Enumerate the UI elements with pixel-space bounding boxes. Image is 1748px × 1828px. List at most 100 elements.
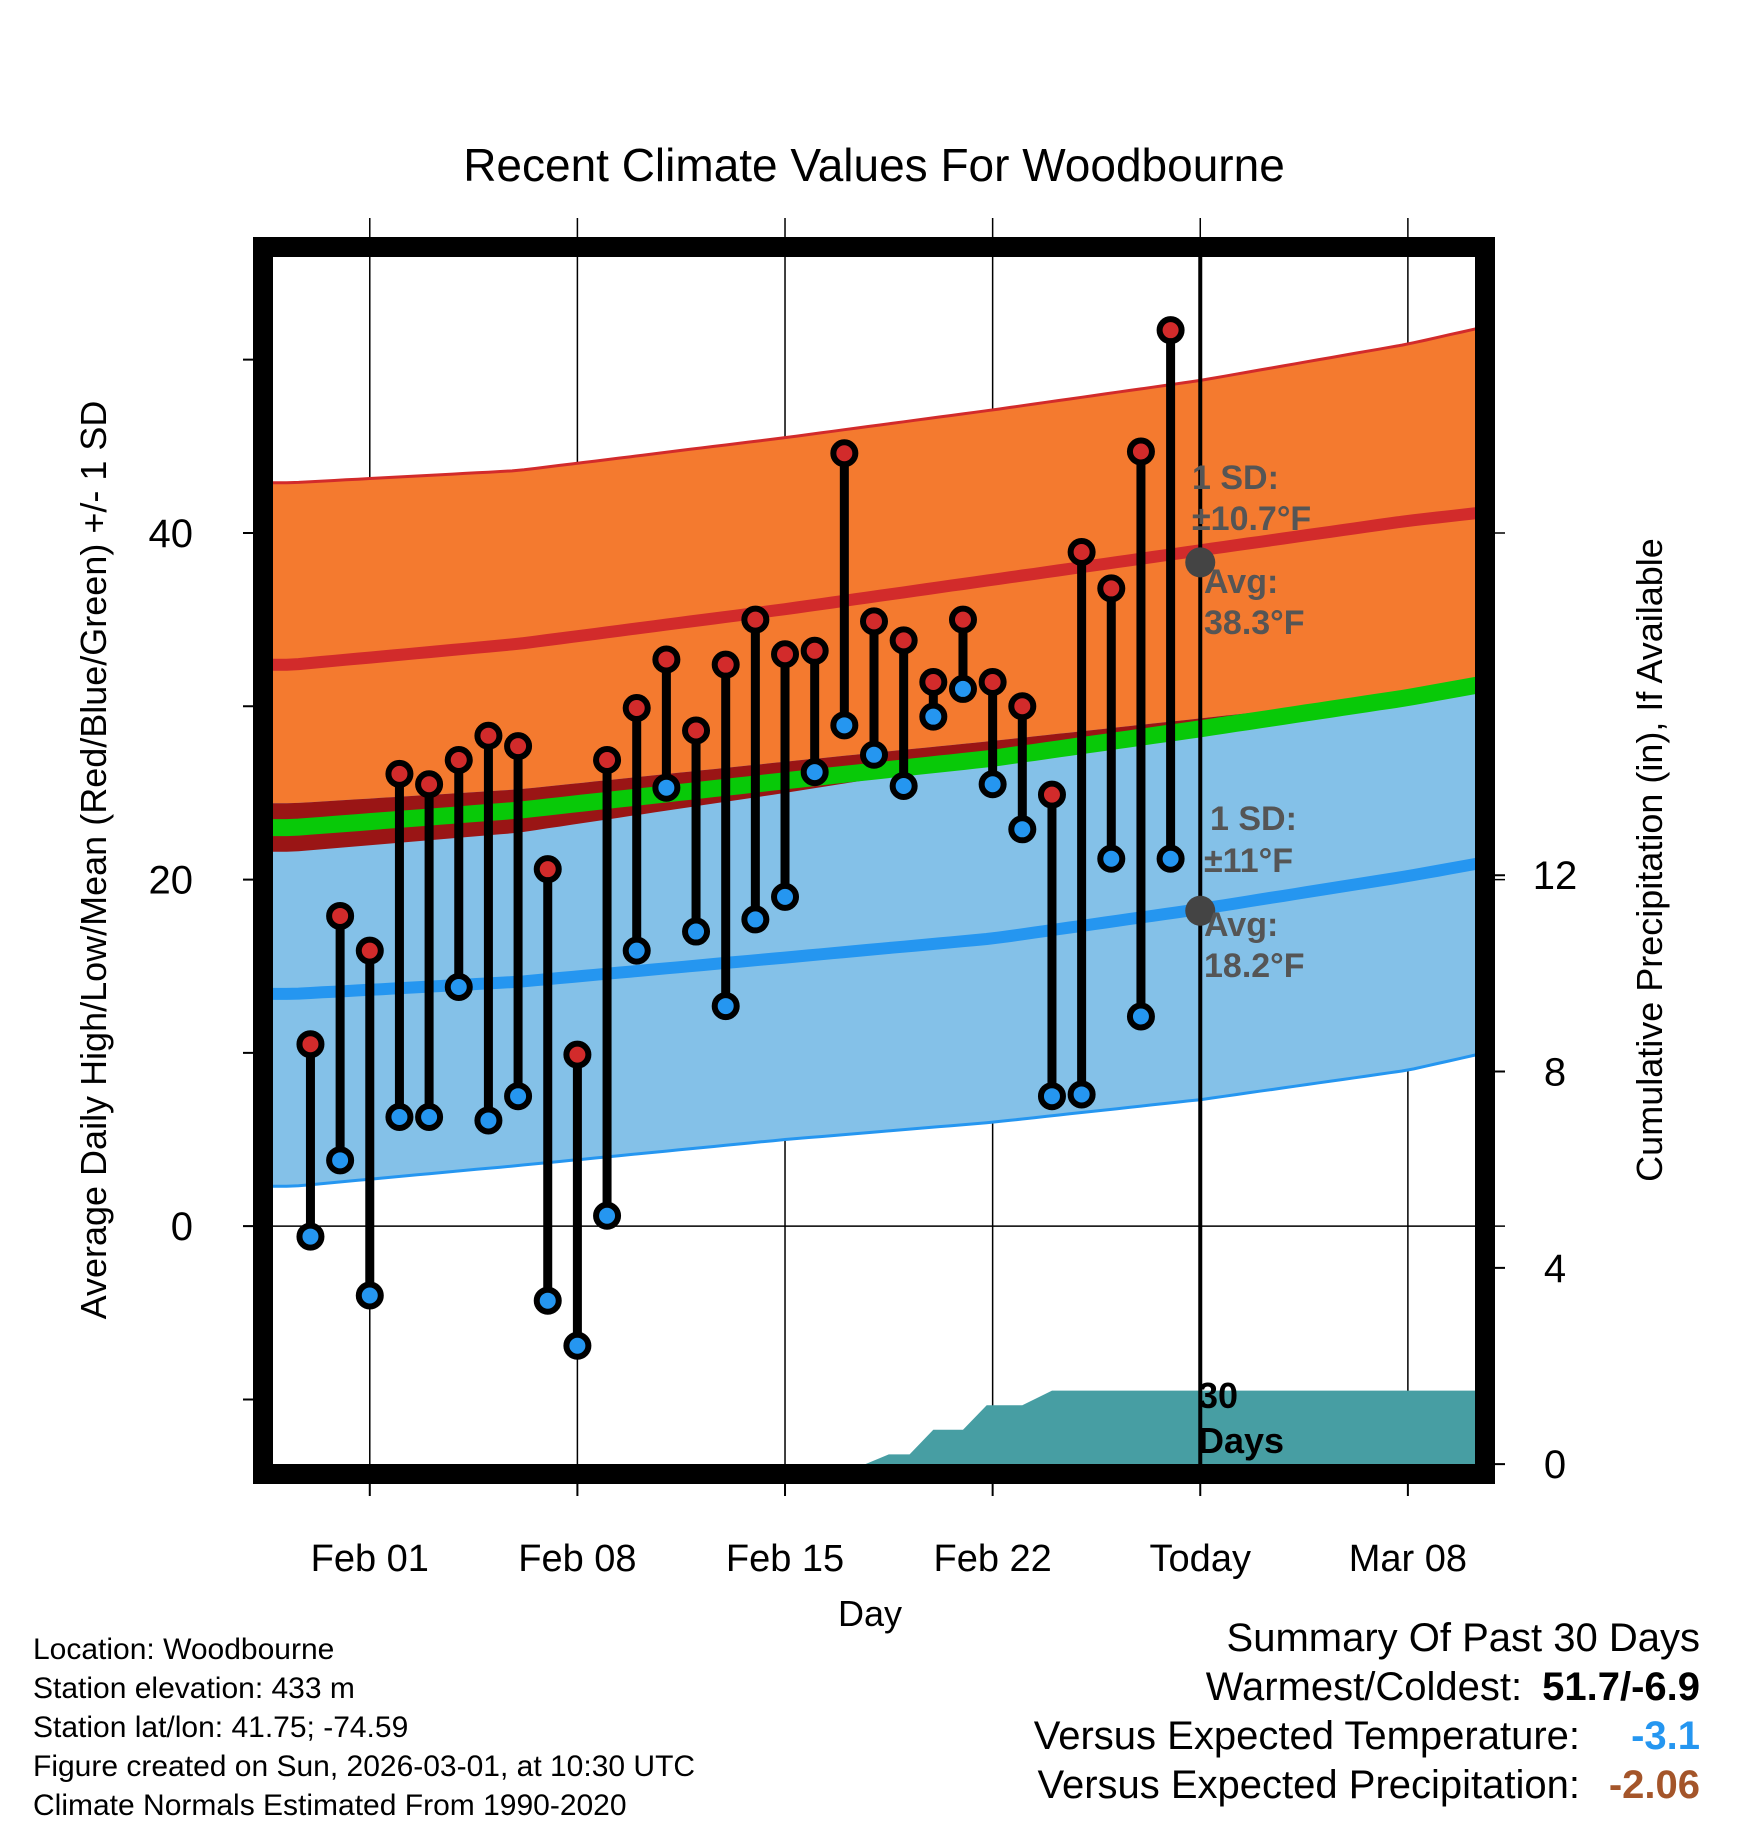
cumulative-precip-area bbox=[865, 1390, 1485, 1474]
daily-low-point bbox=[622, 936, 651, 965]
day-observation bbox=[504, 732, 533, 1111]
y2-tick-label: 0 bbox=[1544, 1443, 1566, 1487]
precip-window-label-line1: 30 bbox=[1198, 1375, 1238, 1416]
daily-low-point bbox=[1097, 844, 1126, 873]
y2-axis-label: Cumulative Precipitation (in), If Availa… bbox=[1629, 538, 1670, 1182]
daily-low-point bbox=[711, 992, 740, 1021]
daily-high-point bbox=[682, 716, 711, 745]
precip-anomaly-label: Versus Expected Precipitation: bbox=[1037, 1763, 1580, 1807]
daily-high-point bbox=[563, 1040, 592, 1069]
low-sd-value: ±11°F bbox=[1204, 842, 1293, 880]
daily-low-point bbox=[652, 773, 681, 802]
day-observation bbox=[1067, 538, 1096, 1109]
location-line: Location: Woodbourne bbox=[33, 1633, 335, 1666]
precip-anomaly-value: -2.06 bbox=[1608, 1763, 1700, 1807]
daily-high-point bbox=[741, 605, 770, 634]
day-observation bbox=[682, 716, 711, 946]
high-avg-value: 38.3°F bbox=[1204, 604, 1305, 642]
day-observation bbox=[800, 636, 829, 787]
daily-high-point bbox=[978, 667, 1007, 696]
daily-high-point bbox=[533, 855, 562, 884]
daily-low-point bbox=[593, 1201, 622, 1230]
day-observation bbox=[533, 855, 562, 1315]
daily-high-point bbox=[771, 640, 800, 669]
high-avg-label: Avg: bbox=[1204, 563, 1278, 601]
x-tick-label: Feb 22 bbox=[933, 1538, 1051, 1580]
high-sd-band bbox=[263, 326, 1485, 852]
day-observation bbox=[948, 605, 977, 703]
day-observation bbox=[563, 1040, 592, 1360]
daily-high-point bbox=[593, 745, 622, 774]
low-avg-dot bbox=[1185, 895, 1216, 926]
day-observation bbox=[622, 693, 651, 965]
daily-high-point bbox=[385, 759, 414, 788]
daily-low-point bbox=[682, 917, 711, 946]
daily-low-point bbox=[1037, 1082, 1066, 1111]
daily-high-point bbox=[326, 901, 355, 930]
daily-high-point bbox=[830, 439, 859, 468]
high-normal-line bbox=[263, 506, 1485, 671]
high-upper-line bbox=[263, 325, 1485, 485]
day-observation bbox=[919, 667, 948, 731]
x-tick-label: Feb 01 bbox=[311, 1538, 429, 1580]
daily-low-point bbox=[1008, 815, 1037, 844]
day-observation bbox=[593, 745, 622, 1230]
daily-high-point bbox=[444, 745, 473, 774]
chart-title: Recent Climate Values For Woodbourne bbox=[463, 139, 1285, 191]
daily-high-point bbox=[711, 650, 740, 679]
y-tick-label: 40 bbox=[149, 512, 194, 556]
day-observation bbox=[385, 759, 414, 1131]
day-observation bbox=[1156, 316, 1185, 873]
day-observation bbox=[889, 626, 918, 800]
daily-high-point bbox=[652, 645, 681, 674]
daily-low-point bbox=[474, 1106, 503, 1135]
x-axis-label: Day bbox=[838, 1593, 902, 1634]
daily-low-point bbox=[385, 1102, 414, 1131]
daily-low-point bbox=[919, 702, 948, 731]
daily-low-point bbox=[948, 674, 977, 703]
y2-tick-label: 12 bbox=[1533, 854, 1578, 898]
summary-precip: Versus Expected Precipitation: -2.06 bbox=[1034, 1761, 1700, 1810]
high-sd-label: 1 SD: bbox=[1192, 459, 1279, 497]
daily-high-point bbox=[622, 693, 651, 722]
warm-cold-value: 51.7/-6.9 bbox=[1542, 1665, 1700, 1709]
day-observation bbox=[711, 650, 740, 1021]
daily-high-point bbox=[1156, 316, 1185, 345]
daily-high-point bbox=[296, 1030, 325, 1059]
latlon-line: Station lat/lon: 41.75; -74.59 bbox=[33, 1711, 409, 1744]
daily-high-point bbox=[860, 607, 888, 636]
summary-warm-cold: Warmest/Coldest: 51.7/-6.9 bbox=[1034, 1663, 1700, 1712]
day-observation bbox=[1097, 574, 1126, 873]
normals-line: Climate Normals Estimated From 1990-2020 bbox=[33, 1789, 627, 1822]
daily-low-point bbox=[860, 740, 888, 769]
daily-low-point bbox=[771, 882, 800, 911]
daily-high-point bbox=[1126, 437, 1155, 466]
day-observation bbox=[741, 605, 770, 934]
temp-anomaly-value: -3.1 bbox=[1631, 1714, 1700, 1758]
high-annotation: 1 SD: ±10.7°F Avg: 38.3°F bbox=[1185, 459, 1311, 642]
daily-low-point bbox=[889, 771, 918, 800]
day-observation bbox=[1037, 780, 1066, 1111]
daily-low-point bbox=[1156, 844, 1185, 873]
daily-high-point bbox=[1067, 538, 1096, 567]
daily-low-point bbox=[830, 711, 859, 740]
day-observation bbox=[771, 640, 800, 911]
low-avg-value: 18.2°F bbox=[1204, 947, 1305, 985]
daily-low-point bbox=[741, 905, 770, 934]
daily-high-point bbox=[1097, 574, 1126, 603]
mean-normal-line bbox=[263, 675, 1485, 837]
x-tick-label: Mar 08 bbox=[1349, 1538, 1467, 1580]
axis-ticks: 0 20 40 0 4 8 12 Feb 01 Feb 08 Feb 15 Feb 22 Today M… bbox=[149, 358, 1578, 1580]
daily-low-point bbox=[355, 1281, 384, 1310]
daily-low-point bbox=[563, 1331, 592, 1360]
low-lower-line bbox=[263, 1051, 1485, 1188]
y-tick-label: 0 bbox=[171, 1205, 193, 1249]
day-observation bbox=[444, 745, 473, 1002]
daily-low-point bbox=[296, 1222, 325, 1251]
created-line: Figure created on Sun, 2026-03-01, at 10… bbox=[33, 1750, 696, 1783]
daily-high-point bbox=[1008, 692, 1037, 721]
daily-observations bbox=[296, 316, 1185, 1360]
y-tick-label: 20 bbox=[149, 859, 194, 903]
y-axis-label: Average Daily High/Low/Mean (Red/Blue/Gr… bbox=[73, 401, 114, 1320]
